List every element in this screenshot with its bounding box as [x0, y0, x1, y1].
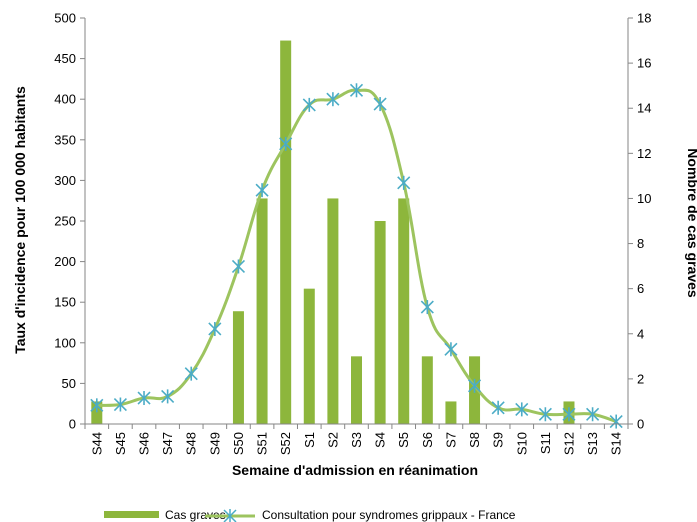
y-tick-label-right-2: 2: [637, 371, 644, 386]
marker-consultation-s4: [373, 97, 387, 112]
marker-consultation-s46: [137, 391, 151, 406]
line-consultation: [96, 88, 617, 423]
marker-consultation-s47: [161, 389, 175, 404]
marker-consultation-s1: [302, 97, 316, 112]
y-axis-left: 0 50 100 150 200 250 300 350 400 450 500: [54, 11, 86, 432]
x-tick-label-s12: S12: [561, 432, 576, 455]
bar-s1: [303, 288, 315, 424]
x-tick-label-s11: S11: [538, 432, 553, 454]
legend-label-cas-graves: Cas graves: [165, 508, 226, 522]
y-axis-title-right: Nombre de cas graves: [685, 148, 697, 298]
y-tick-label-right-0: 0: [637, 417, 644, 432]
x-tick-label-s7: S7: [443, 432, 458, 448]
legend: Cas graves Consultation pour syndromes g…: [104, 508, 516, 522]
x-tick-label-s1: S1: [302, 432, 317, 448]
y-tick-label-left-100: 100: [54, 335, 76, 350]
marker-consultation-s49: [208, 321, 222, 336]
y-tick-label-right-6: 6: [637, 281, 644, 296]
marker-consultation-s12: [562, 407, 576, 422]
x-tick-label-s9: S9: [491, 432, 506, 448]
bar-s5: [398, 198, 410, 424]
bar-s50: [232, 311, 244, 424]
marker-consultation-s10: [515, 402, 529, 417]
y-tick-label-right-16: 16: [637, 56, 651, 71]
marker-consultation-s5: [397, 175, 411, 190]
x-tick-label-s51: S51: [255, 432, 270, 455]
y-tick-label-right-4: 4: [637, 326, 644, 341]
y-tick-label-right-14: 14: [637, 101, 651, 116]
x-tick-label-s49: S49: [207, 432, 222, 455]
marker-consultation-s2: [326, 92, 340, 107]
x-tick-label-s47: S47: [160, 432, 175, 455]
y-tick-label-left-300: 300: [54, 173, 76, 188]
marker-consultation-s45: [113, 397, 127, 412]
y-tick-label-left-250: 250: [54, 214, 76, 229]
x-tick-label-s44: S44: [89, 432, 104, 455]
x-axis: S44 S45 S46 S47 S48 S49 S50 S51 S52 S1 S2 S3 S4 S5 S6 S…: [84, 423, 629, 455]
marker-consultation-s44: [90, 398, 104, 413]
y-axis-right: 0 2 4 6 8 10 12 14 16 18: [627, 11, 651, 432]
x-tick-label-s50: S50: [231, 432, 246, 455]
x-tick-label-s48: S48: [184, 432, 199, 455]
bar-s6: [421, 356, 433, 424]
x-axis-title: Semaine d'admission en réanimation: [232, 462, 478, 478]
x-tick-label-s14: S14: [609, 432, 624, 455]
plot-area: [90, 40, 623, 429]
marker-consultation-s7: [444, 342, 458, 357]
bar-s7: [445, 401, 457, 424]
y-tick-label-right-12: 12: [637, 146, 651, 161]
marker-consultation-s11: [538, 407, 552, 422]
bar-s4: [374, 221, 386, 424]
y-tick-label-left-50: 50: [62, 376, 76, 391]
x-tick-label-s3: S3: [349, 432, 364, 448]
x-tick-label-s13: S13: [585, 432, 600, 455]
x-tick-label-s4: S4: [373, 432, 388, 448]
legend-label-consultation: Consultation pour syndromes grippaux - F…: [262, 508, 516, 522]
legend-swatch-cas-graves: [104, 511, 159, 518]
y-tick-label-right-18: 18: [637, 11, 651, 26]
y-tick-label-right-10: 10: [637, 191, 651, 206]
y-tick-label-left-400: 400: [54, 92, 76, 107]
x-tick-label-s46: S46: [137, 432, 152, 455]
bar-s2: [327, 198, 339, 424]
marker-consultation-s51: [255, 183, 269, 198]
y-tick-label-left-150: 150: [54, 295, 76, 310]
x-tick-label-s52: S52: [278, 432, 293, 455]
marker-consultation-s52: [279, 136, 293, 151]
marker-consultation-s13: [586, 407, 600, 422]
y-tick-label-left-200: 200: [54, 254, 76, 269]
marker-consultation-s9: [491, 400, 505, 415]
marker-consultation-s48: [184, 366, 198, 381]
y-tick-label-right-8: 8: [637, 236, 644, 251]
bar-s52: [280, 40, 292, 425]
x-tick-label-s45: S45: [113, 432, 128, 455]
y-tick-label-left-500: 500: [54, 11, 76, 26]
legend-marker-consultation: [223, 509, 237, 522]
y-tick-label-left-350: 350: [54, 132, 76, 147]
y-axis-title-left: Taux d'incidence pour 100 000 habitants: [12, 86, 28, 354]
marker-consultation-s6: [420, 300, 434, 315]
bar-s51: [256, 198, 268, 424]
x-tick-label-s10: S10: [514, 432, 529, 455]
x-tick-label-s5: S5: [396, 432, 411, 448]
marker-consultation-s8: [467, 378, 482, 393]
bar-s3: [351, 356, 362, 424]
y-tick-label-left-0: 0: [69, 417, 76, 432]
x-tick-label-s2: S2: [325, 432, 340, 448]
x-tick-label-s6: S6: [420, 432, 435, 448]
marker-consultation-s14: [609, 414, 623, 429]
y-tick-label-left-450: 450: [54, 51, 76, 66]
bar-s44: [91, 401, 103, 424]
marker-consultation-s50: [231, 259, 246, 274]
x-tick-label-s8: S8: [467, 432, 482, 448]
marker-consultation-s3: [349, 83, 364, 98]
